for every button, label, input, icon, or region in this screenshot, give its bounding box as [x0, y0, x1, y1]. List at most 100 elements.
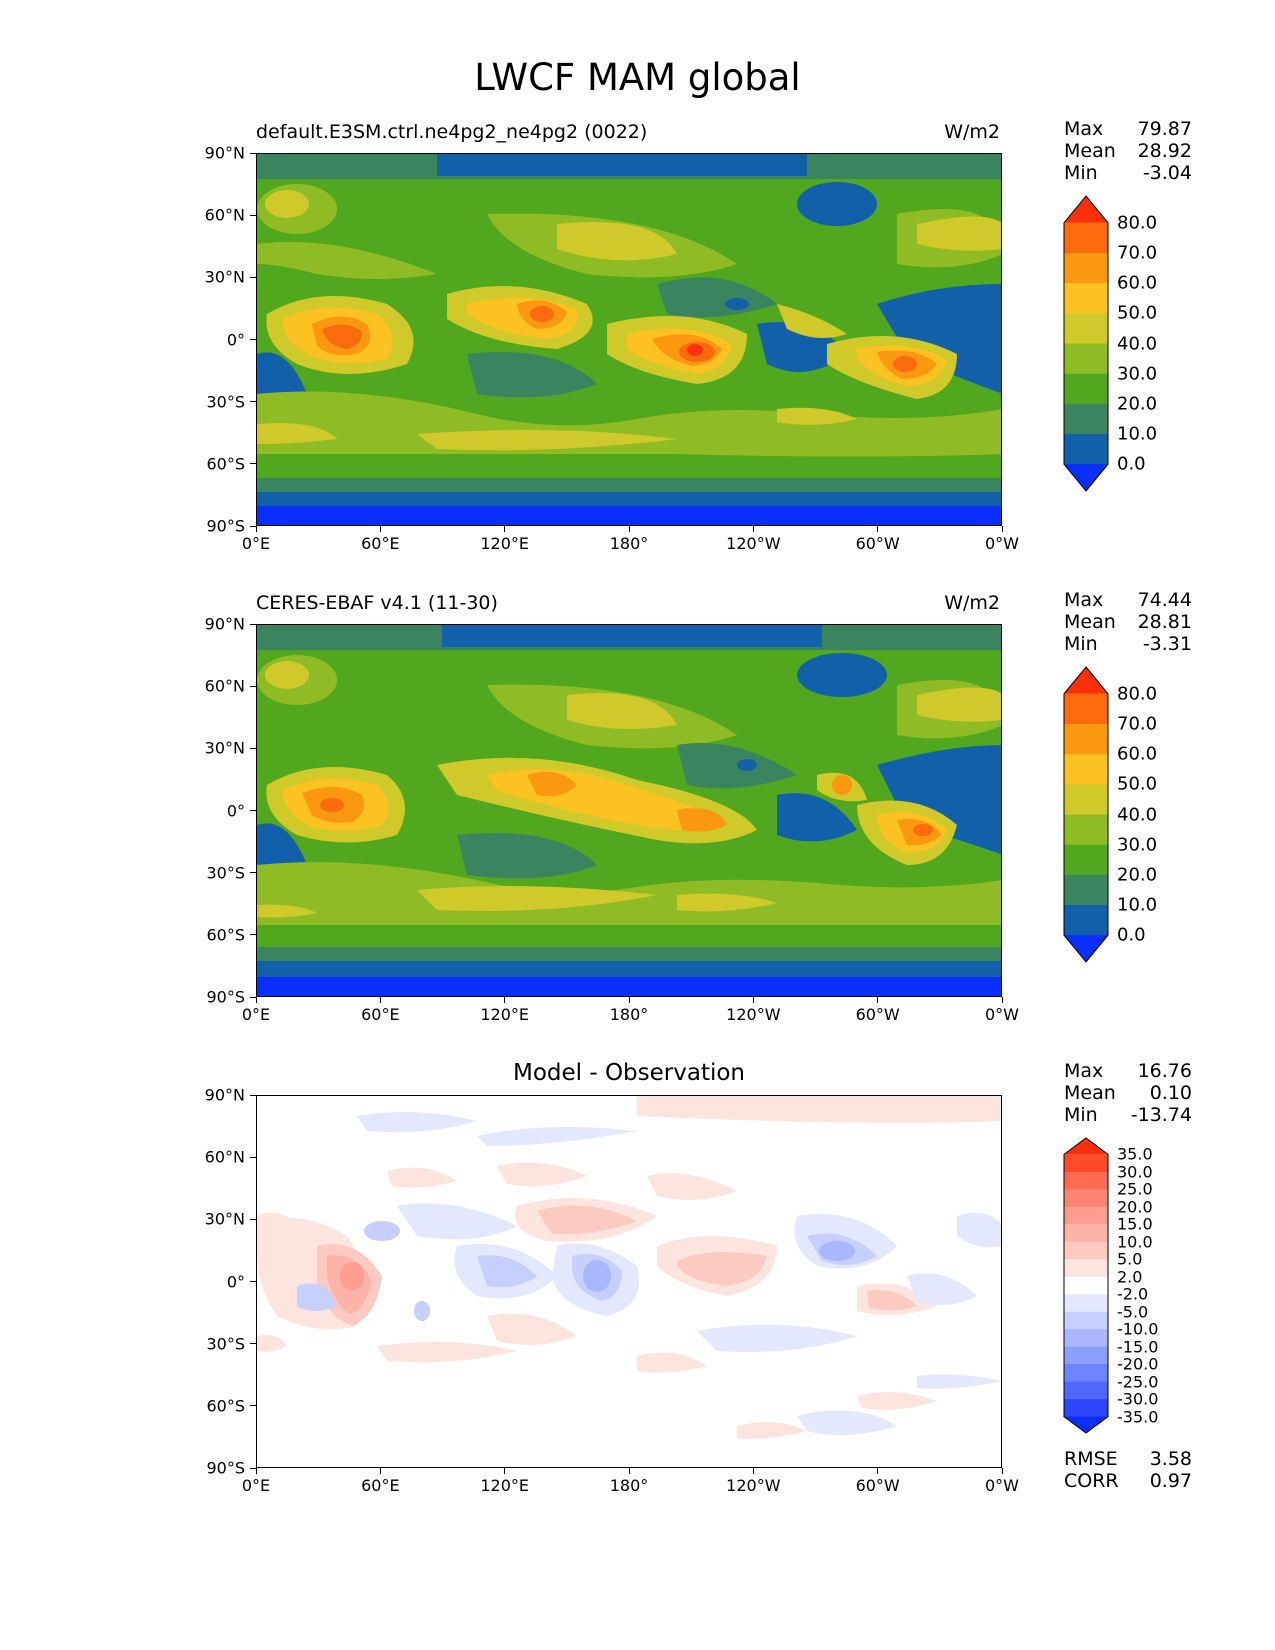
- lat-tick: [250, 1156, 256, 1158]
- lat-tick: [250, 872, 256, 874]
- lat-label: 60°N: [204, 1147, 245, 1167]
- lon-label: 0°E: [241, 1476, 271, 1495]
- colorbar-label: 80.0: [1117, 212, 1158, 234]
- stat-value: 79.87: [1137, 118, 1192, 140]
- lon-label: 180°: [609, 1476, 649, 1495]
- colorbar-segment: [1064, 1381, 1108, 1400]
- stat-label: Max: [1064, 1060, 1104, 1082]
- lat-tick: [250, 1467, 256, 1469]
- lon-label: 0°E: [241, 534, 271, 553]
- lat-label: 30°S: [206, 863, 245, 883]
- metric-value: 0.97: [1149, 1470, 1192, 1492]
- colorbar-label: 20.0: [1117, 864, 1158, 886]
- colorbar-label: -20.0: [1117, 1354, 1159, 1374]
- colorbar-segment: [1064, 1329, 1108, 1348]
- lon-label: 120°W: [726, 1005, 781, 1024]
- lat-tick: [250, 525, 256, 527]
- metrics-difference: RMSE 3.58 CORR 0.97: [1064, 1448, 1192, 1492]
- lat-label: 30°N: [204, 267, 245, 287]
- stat-value: 74.44: [1137, 589, 1192, 611]
- lon-tick: [877, 526, 879, 532]
- colorbar-label: 50.0: [1117, 302, 1158, 324]
- panel-title: Model - Observation: [512, 1060, 746, 1086]
- lon-label: 0°W: [985, 1005, 1019, 1024]
- lat-label: 0°: [226, 1272, 245, 1291]
- colorbar-label: 70.0: [1117, 242, 1158, 264]
- colorbar-label: -10.0: [1117, 1319, 1159, 1339]
- colorbar-label: 30.0: [1117, 1162, 1153, 1182]
- colorbar-label: 30.0: [1117, 363, 1158, 385]
- lat-label: 90°S: [206, 1458, 245, 1478]
- lon-tick: [628, 526, 630, 532]
- map-difference: [256, 1095, 1002, 1468]
- lon-tick: [379, 526, 381, 532]
- lon-tick: [628, 1468, 630, 1474]
- metric-value: 3.58: [1149, 1448, 1192, 1470]
- stat-label: Max: [1064, 589, 1104, 611]
- colorbar-segment: [1064, 1364, 1108, 1383]
- colorbar-segment: [1064, 754, 1108, 785]
- colorbar-label: 0.0: [1117, 924, 1146, 946]
- lat-tick: [250, 1281, 256, 1282]
- colorbar-segment: [1064, 373, 1108, 405]
- colorbar-segment: [1064, 1399, 1108, 1418]
- colorbar-segment: [1064, 1154, 1108, 1173]
- metric-label: RMSE: [1064, 1448, 1118, 1470]
- stat-value: -3.31: [1142, 633, 1192, 655]
- colorbar-segment: [1064, 874, 1108, 906]
- colorbar-label: 20.0: [1117, 393, 1158, 415]
- colorbar-segment: [1064, 905, 1108, 936]
- colorbar-segment: [1064, 1259, 1108, 1278]
- lat-label: 0°: [226, 801, 245, 820]
- colorbar-label: -5.0: [1117, 1302, 1149, 1322]
- lon-label: 60°W: [855, 534, 900, 553]
- lat-tick: [250, 1405, 256, 1407]
- stats-difference: Max 16.76 Mean 0.10 Min -13.74: [1064, 1060, 1192, 1126]
- colorbar-segment: [1064, 1241, 1108, 1260]
- stats-model: Max 79.87 Mean 28.92 Min -3.04: [1064, 118, 1192, 184]
- lat-label: 60°N: [204, 205, 245, 225]
- lon-tick: [255, 526, 257, 532]
- colorbar-segment: [1064, 434, 1108, 465]
- panel-title: default.E3SM.ctrl.ne4pg2_ne4pg2 (0022): [256, 121, 648, 143]
- lat-label: 30°N: [204, 1209, 245, 1229]
- colorbar-label: 40.0: [1117, 333, 1158, 354]
- stat-value: 16.76: [1137, 1060, 1192, 1082]
- lon-tick: [504, 997, 506, 1003]
- lat-tick: [250, 214, 256, 216]
- colorbar-label: 15.0: [1117, 1214, 1153, 1234]
- lon-tick: [379, 1468, 381, 1474]
- lon-tick: [752, 1468, 754, 1474]
- stat-label: Mean: [1064, 140, 1116, 162]
- lat-label: 30°N: [204, 738, 245, 758]
- map-observation: [256, 624, 1002, 997]
- lon-label: 0°W: [985, 1476, 1019, 1495]
- stat-label: Max: [1064, 118, 1104, 140]
- colorbar-label: 60.0: [1117, 272, 1158, 294]
- colorbar-label: 70.0: [1117, 713, 1158, 735]
- lat-label: 30°S: [206, 1334, 245, 1354]
- colorbar-outline: [1063, 1137, 1109, 1434]
- lon-label: 120°E: [480, 534, 529, 553]
- stat-label: Mean: [1064, 1082, 1116, 1104]
- lat-tick: [250, 152, 256, 154]
- lat-label: 60°S: [206, 454, 245, 474]
- panel-units: W/m2: [944, 592, 1000, 614]
- lat-label: 90°N: [204, 1085, 245, 1105]
- colorbar-extend-max: [1064, 1138, 1108, 1155]
- stat-value: 28.81: [1137, 611, 1192, 633]
- lat-tick: [250, 685, 256, 687]
- colorbar-segment: [1064, 252, 1108, 284]
- metric-label: CORR: [1064, 1470, 1119, 1492]
- stat-value: 0.10: [1149, 1082, 1192, 1104]
- colorbar-segment: [1064, 844, 1108, 876]
- lat-label: 30°S: [206, 392, 245, 412]
- colorbar-segment: [1064, 1171, 1108, 1190]
- colorbar-label: 5.0: [1117, 1249, 1143, 1269]
- lon-label: 60°W: [855, 1476, 900, 1495]
- colorbar-segment: [1064, 1276, 1108, 1295]
- lat-label: 60°S: [206, 1396, 245, 1416]
- lat-tick: [250, 996, 256, 998]
- map-model: [256, 153, 1002, 526]
- lon-label: 0°W: [985, 534, 1019, 553]
